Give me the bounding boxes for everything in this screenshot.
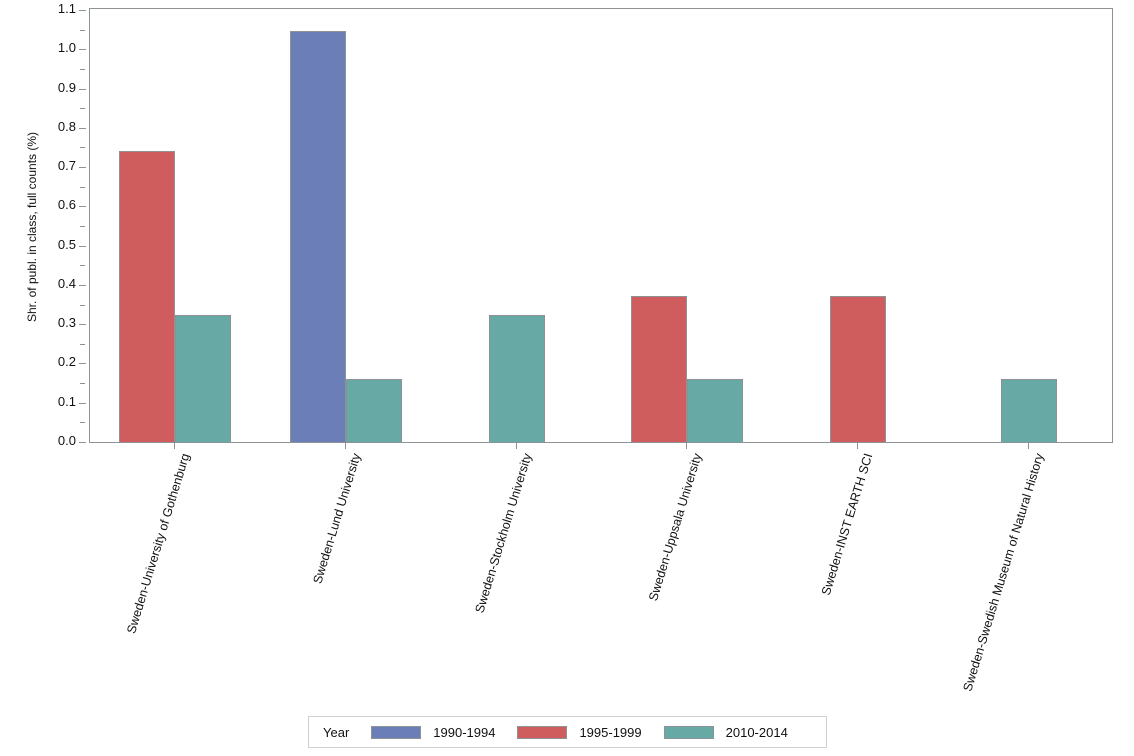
y-axis-tick-label: 0.7: [57, 158, 76, 174]
y-axis-tick-label: 0.1: [57, 393, 76, 409]
y-axis-tick-label: 0.5: [57, 236, 76, 252]
y-axis-tick-mark: [79, 10, 86, 11]
plot-area: [89, 8, 1113, 443]
y-axis-minor-tick-mark: [80, 186, 85, 188]
legend-label: 2010-2014: [725, 724, 788, 740]
y-axis-tick-label: 1.1: [57, 1, 76, 16]
x-axis-tick-mark: [515, 443, 517, 449]
x-axis-tick-mark: [174, 443, 176, 449]
x-axis-tick-label: Sweden-Lund University: [310, 451, 364, 586]
y-axis-tick-label: 0.2: [57, 354, 76, 370]
y-axis-tick-label: 0.3: [57, 315, 76, 331]
legend-label: 1990-1994: [433, 724, 496, 740]
y-axis-minor-tick-mark: [80, 68, 85, 70]
bar: [346, 379, 402, 443]
legend-entry[interactable]: 2010-2014: [663, 724, 788, 740]
legend-label: 1995-1999: [579, 724, 642, 740]
bar: [1000, 379, 1057, 443]
y-axis-tick-mark: [79, 88, 86, 90]
x-axis-tick-label: Sweden-Uppsala University: [646, 451, 705, 603]
y-axis-minor-tick-mark: [80, 265, 85, 267]
y-axis-tick-label: 0.0: [57, 433, 76, 448]
bar: [290, 30, 346, 443]
x-axis-tick-mark: [1027, 443, 1029, 449]
y-axis-tick-mark: [79, 402, 86, 404]
x-axis-tick-label: Sweden-Swedish Museum of Natural History: [960, 451, 1047, 693]
x-axis-tick-label: Sweden-INST EARTH SCI: [818, 451, 876, 597]
y-axis-tick-mark: [79, 127, 86, 129]
y-axis-tick-mark: [79, 245, 86, 247]
bar: [830, 296, 886, 443]
y-axis-tick-label: 1.0: [57, 40, 76, 56]
y-axis-tick-mark: [79, 206, 86, 208]
legend-entries: 1990-1994 1995-1999 2010-2014: [371, 725, 810, 740]
y-axis-minor-tick-mark: [80, 108, 85, 110]
bar: [687, 379, 744, 443]
y-axis-minor-tick-mark: [80, 422, 85, 424]
y-axis-tick-mark: [79, 49, 86, 51]
bar: [119, 150, 176, 443]
y-axis-tick-label: 0.9: [57, 79, 76, 95]
legend-entry[interactable]: 1995-1999: [517, 724, 642, 740]
legend-swatch: [371, 725, 422, 739]
y-axis-tick-mark: [79, 324, 86, 326]
bar: [488, 315, 545, 443]
x-axis-tick-mark: [686, 443, 688, 449]
y-axis-label: Shr. of publ. in class, full counts (%): [25, 131, 39, 323]
bar: [175, 315, 232, 443]
legend: Year 1990-1994 1995-1999 2010-2014: [308, 716, 827, 748]
y-axis-minor-tick-mark: [80, 304, 85, 306]
legend-swatch: [663, 725, 714, 739]
y-axis-tick-label: 0.8: [57, 118, 76, 134]
legend-entry[interactable]: 1990-1994: [371, 725, 495, 740]
y-axis-minor-tick-mark: [80, 29, 85, 31]
y-axis-minor-tick-mark: [80, 147, 85, 149]
x-axis-tick-mark: [857, 443, 858, 449]
legend-title: Year: [323, 724, 350, 740]
x-axis-tick-label: Sweden-Stockholm University: [472, 451, 535, 615]
y-axis-minor-tick-mark: [80, 343, 85, 345]
y-axis-tick-label: 0.4: [57, 275, 76, 291]
y-axis-minor-tick-mark: [80, 383, 85, 385]
x-axis-tick-label: Sweden-University of Gothenburg: [124, 451, 193, 636]
y-axis-tick-mark: [79, 442, 86, 443]
bar: [631, 296, 688, 443]
legend-swatch: [517, 725, 568, 739]
x-axis-tick-mark: [345, 443, 346, 449]
y-axis-tick-mark: [79, 363, 86, 365]
y-axis-tick-mark: [79, 284, 86, 286]
y-axis-tick-label: 0.6: [57, 197, 76, 213]
y-axis-minor-tick-mark: [80, 226, 85, 227]
y-axis-tick-mark: [79, 167, 86, 169]
